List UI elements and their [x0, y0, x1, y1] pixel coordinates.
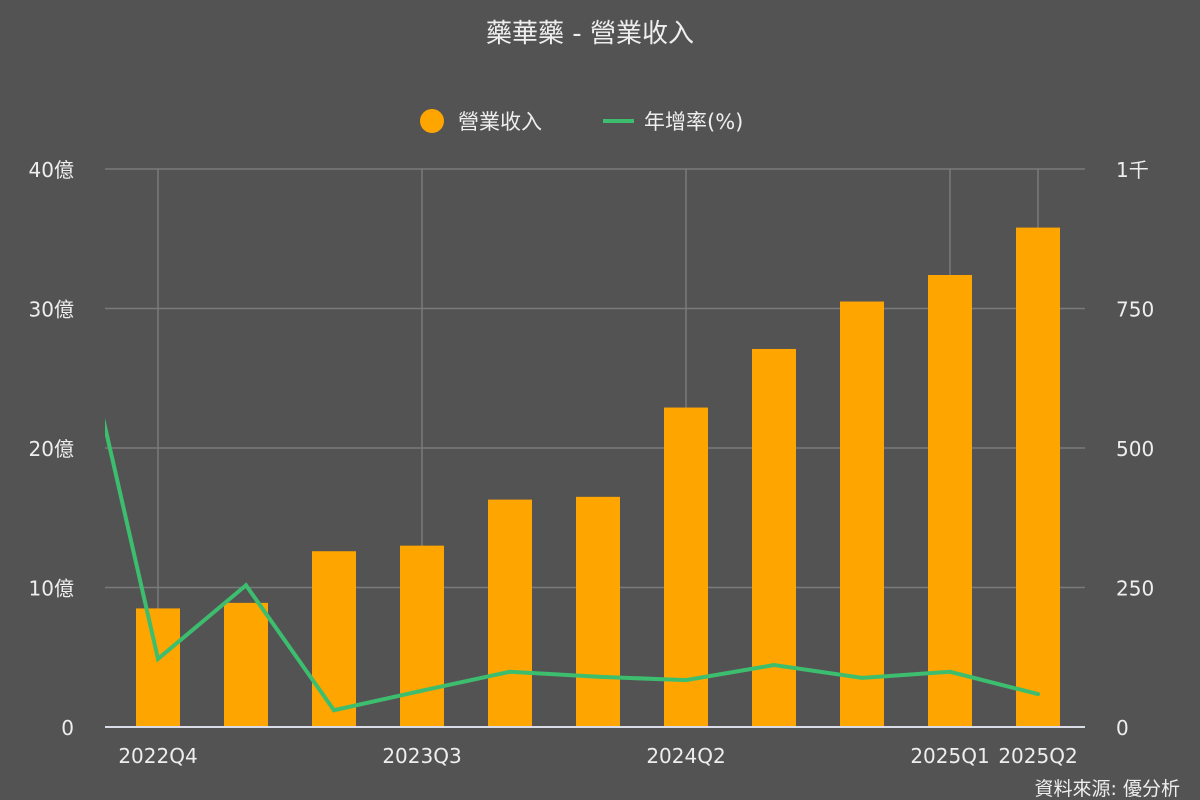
bar-2022Q4	[136, 608, 180, 727]
growth-point-2023Q2	[332, 708, 336, 713]
left-axis-tick-label: 30億	[29, 298, 74, 322]
legend-growth-label: 年增率(%)	[644, 110, 743, 134]
legend: 營業收入 年增率(%)	[420, 109, 743, 134]
growth-point-2024Q4	[860, 675, 864, 680]
x-axis-tick-label: 2024Q2	[646, 744, 725, 768]
growth-rate-line	[105, 417, 1039, 713]
bar-2024Q3	[752, 348, 796, 727]
growth-point-2024Q3	[772, 663, 776, 668]
left-axis-tick-label: 10億	[29, 577, 74, 601]
growth-point-2024Q2	[684, 678, 688, 683]
legend-revenue-marker	[420, 109, 444, 133]
x-axis-tick-label: 2025Q2	[998, 744, 1077, 768]
x-axis-tick-label: 2022Q4	[118, 744, 197, 768]
right-axis-tick-label: 0	[1116, 716, 1129, 740]
left-axis-tick-label: 20億	[29, 437, 74, 461]
right-axis-tick-label: 250	[1116, 577, 1154, 601]
left-axis-tick-label: 0	[61, 716, 74, 740]
x-axis-tick-label: 2025Q1	[910, 744, 989, 768]
left-axis-tick-label: 40億	[29, 158, 74, 182]
growth-point-2023Q4	[508, 669, 512, 674]
growth-point-2022Q4	[156, 656, 160, 661]
bar-2023Q2	[312, 551, 356, 727]
growth-point-2025Q1	[948, 669, 952, 674]
bar-2024Q1	[576, 496, 620, 727]
bar-2025Q1	[928, 275, 972, 727]
growth-point-2025Q2	[1036, 692, 1040, 697]
right-axis-tick-label: 750	[1116, 298, 1154, 322]
growth-point-2024Q1	[596, 674, 600, 679]
x-axis-tick-label: 2023Q3	[382, 744, 461, 768]
legend-revenue-label: 營業收入	[458, 110, 542, 134]
source-label: 資料來源: 優分析	[1035, 778, 1180, 800]
growth-point-2023Q1	[244, 583, 248, 588]
bar-2024Q2	[664, 407, 708, 727]
chart-title: 藥華藥 - 營業收入	[486, 19, 694, 49]
bar-2023Q1	[224, 602, 268, 727]
right-axis-tick-label: 1千	[1116, 158, 1149, 182]
right-axis-tick-label: 500	[1116, 437, 1154, 461]
bar-2023Q3	[400, 545, 444, 727]
bar-2025Q2	[1016, 227, 1060, 727]
bar-2024Q4	[840, 301, 884, 727]
bar-2023Q4	[488, 499, 532, 727]
growth-point-2023Q3	[420, 688, 424, 693]
